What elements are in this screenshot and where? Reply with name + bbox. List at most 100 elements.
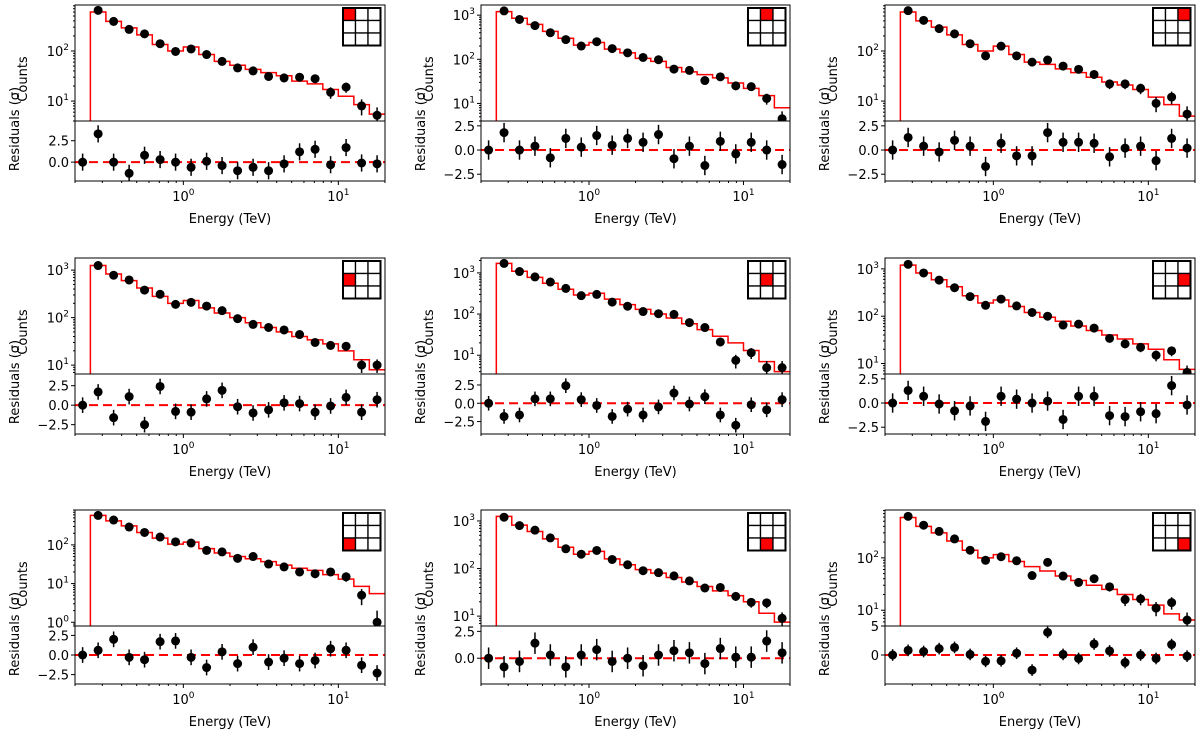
data-point	[623, 48, 633, 58]
observed-counts-series	[93, 261, 382, 373]
residual-point	[1043, 128, 1053, 138]
data-point	[1043, 55, 1053, 65]
inset-cell-highlighted	[759, 537, 774, 552]
inset-border	[342, 260, 382, 300]
data-point	[499, 258, 509, 268]
residual-point	[186, 407, 196, 417]
tick-base: 10	[857, 263, 874, 278]
data-point	[903, 511, 913, 521]
data-point	[731, 355, 741, 365]
tick-base: 10	[47, 45, 64, 60]
counts-tick-label: 102	[857, 43, 879, 60]
residual-point	[777, 648, 787, 658]
data-point	[1182, 109, 1192, 119]
counts-tick-label: 101	[453, 608, 475, 625]
tick-base: 10	[732, 190, 749, 205]
residual-tick-label: 5	[871, 620, 879, 635]
tick-exponent: 1	[873, 602, 879, 612]
residual-point	[217, 161, 227, 171]
residual-point	[746, 652, 756, 662]
x-axis-label: Energy (TeV)	[189, 715, 271, 730]
residual-point	[638, 410, 648, 420]
residual-point	[264, 405, 274, 415]
residual-point	[731, 149, 741, 159]
tick-exponent: 3	[63, 262, 69, 272]
residual-point	[357, 158, 367, 168]
data-point	[623, 560, 633, 570]
residual-point	[202, 394, 212, 404]
data-point	[777, 613, 787, 623]
inset-cell	[354, 524, 369, 539]
residual-point	[233, 402, 243, 412]
tick-exponent: 0	[594, 441, 600, 451]
tick-exponent: 1	[344, 188, 350, 198]
data-point	[576, 291, 586, 301]
inset-cell	[772, 524, 787, 539]
inset-cell	[1177, 512, 1192, 527]
data-point	[1012, 556, 1022, 566]
residuals-axis-label: Residuals (σ)	[414, 592, 429, 676]
residuals-axis-label: Residuals (σ)	[8, 340, 23, 424]
x-tick-label: 101	[327, 441, 349, 458]
inset-cell	[367, 272, 382, 287]
observed-counts-series	[499, 258, 787, 374]
tick-base: 10	[172, 693, 189, 708]
inset-cell	[342, 524, 357, 539]
residual-point	[326, 401, 336, 411]
inset-border	[342, 512, 382, 552]
residual-point	[171, 157, 181, 167]
residual-point	[684, 399, 694, 409]
residual-point	[484, 398, 494, 408]
residual-point	[109, 634, 119, 644]
residual-point	[950, 642, 960, 652]
tick-base: 10	[172, 443, 189, 458]
counts-axes-frame	[74, 509, 386, 627]
residual-point	[217, 385, 227, 395]
residual-point	[78, 157, 88, 167]
residual-tick-label: 0.0	[858, 397, 879, 412]
tick-exponent: 1	[749, 188, 755, 198]
residual-point	[996, 138, 1006, 148]
residual-point	[996, 391, 1006, 401]
observed-counts-series	[93, 5, 382, 121]
data-point	[357, 590, 367, 600]
tick-base: 10	[172, 190, 189, 205]
region-grid-inset-icon	[747, 260, 787, 300]
data-point	[499, 6, 509, 16]
residual-point	[78, 650, 88, 660]
tick-base: 10	[47, 95, 64, 110]
data-point	[233, 314, 243, 324]
inset-cell	[1164, 19, 1179, 34]
residual-point	[684, 141, 694, 151]
residual-point	[888, 398, 898, 408]
counts-axis-label: Counts	[826, 309, 841, 355]
residual-point	[669, 388, 679, 398]
data-point	[669, 64, 679, 74]
inset-cell	[354, 32, 369, 47]
data-point	[592, 545, 602, 555]
counts-axis-label: Counts	[16, 561, 31, 607]
tick-base: 10	[982, 443, 999, 458]
residual-point	[731, 420, 741, 430]
residual-point	[1167, 640, 1177, 650]
residual-point	[155, 637, 165, 647]
data-point	[607, 297, 617, 307]
residual-point	[950, 135, 960, 145]
data-point	[934, 275, 944, 285]
residual-point	[731, 652, 741, 662]
data-point	[326, 87, 336, 97]
residual-point	[310, 407, 320, 417]
region-grid-inset-icon	[1152, 512, 1192, 552]
data-point	[746, 82, 756, 92]
residual-point	[499, 411, 509, 421]
residual-point	[700, 161, 710, 171]
data-point	[217, 56, 227, 66]
inset-cell	[342, 512, 357, 527]
data-point	[576, 549, 586, 559]
inset-cell	[772, 260, 787, 275]
tick-base: 10	[453, 53, 470, 68]
inset-cell	[1164, 260, 1179, 275]
inset-cell	[354, 260, 369, 275]
